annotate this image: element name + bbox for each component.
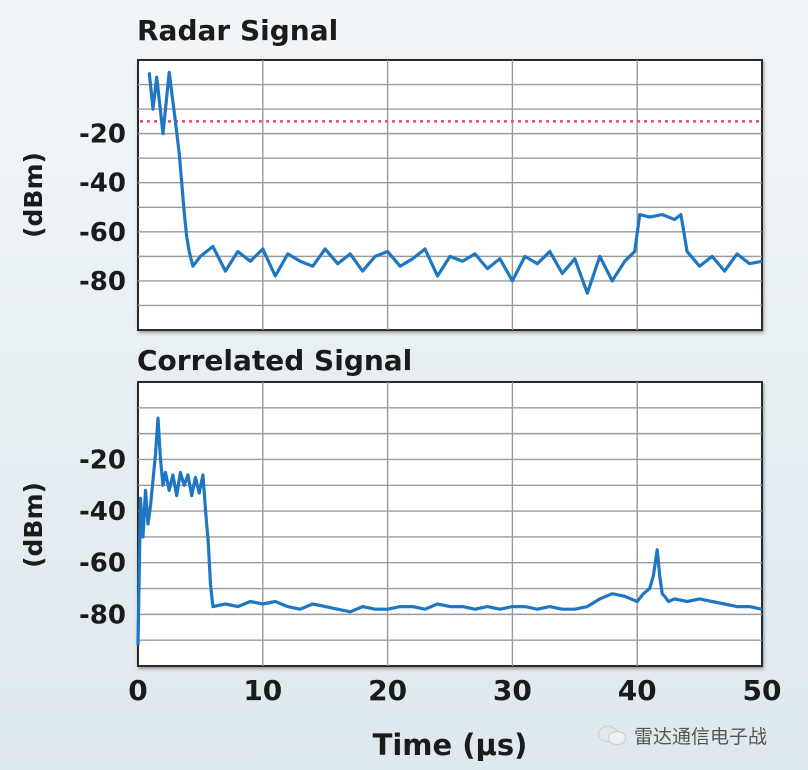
wechat-icon <box>598 724 628 746</box>
correlated-x-ticks: 0 10 20 30 40 50 <box>128 674 781 707</box>
radar-grid <box>138 60 762 330</box>
x-tick-label: 40 <box>618 674 657 707</box>
correlated-y-tick-label: -20 <box>79 445 126 475</box>
correlated-y-ticks: -20 -40 -60 -80 <box>79 445 126 630</box>
correlated-y-tick-label: -40 <box>79 497 126 527</box>
correlated-y-axis-label: (dBm) <box>19 482 48 568</box>
radar-y-tick-label: -80 <box>79 267 126 297</box>
correlated-y-tick-label: -80 <box>79 600 126 630</box>
correlated-y-tick-label: -60 <box>79 549 126 579</box>
radar-y-tick-label: -40 <box>79 169 126 199</box>
radar-y-tick-label: -60 <box>79 218 126 248</box>
x-tick-label: 10 <box>243 674 282 707</box>
correlated-plot-area <box>137 381 763 667</box>
radar-y-tick-label: -20 <box>79 120 126 150</box>
radar-signal-series-line <box>147 70 763 295</box>
x-tick-label: 0 <box>128 674 147 707</box>
watermark: 雷达通信电子战 <box>598 720 798 750</box>
correlated-signal-panel: Correlated Signal -20 -40 -60 -80 (dBm) 0 10… <box>19 344 781 762</box>
radar-signal-panel: Radar Signal -20 -40 -60 -80 (dBm) <box>19 14 763 331</box>
radar-y-ticks: -20 -40 -60 -80 <box>79 120 126 297</box>
correlated-signal-title: Correlated Signal <box>137 344 412 377</box>
correlated-signal-series-line <box>136 416 763 646</box>
radar-plot-area <box>137 59 763 331</box>
x-tick-label: 50 <box>743 674 782 707</box>
x-axis-label: Time (μs) <box>373 728 528 762</box>
x-tick-label: 30 <box>493 674 532 707</box>
x-tick-label: 20 <box>368 674 407 707</box>
watermark-text: 雷达通信电子战 <box>634 725 768 748</box>
radar-y-axis-label: (dBm) <box>19 152 48 238</box>
radar-signal-title: Radar Signal <box>137 14 338 47</box>
